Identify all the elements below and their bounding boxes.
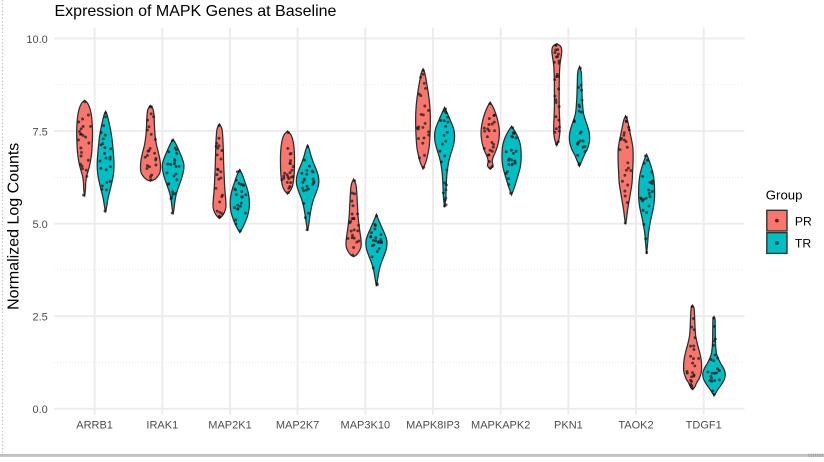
svg-text:0.0: 0.0 — [33, 404, 48, 416]
svg-text:PR: PR — [795, 214, 812, 228]
svg-text:TR: TR — [795, 237, 811, 251]
svg-text:Expression of MAPK Genes at Ba: Expression of MAPK Genes at Baseline — [55, 3, 337, 20]
svg-text:PKN1: PKN1 — [554, 420, 583, 432]
svg-text:MAPKAPK2: MAPKAPK2 — [471, 420, 530, 432]
svg-text:Normalized Log Counts: Normalized Log Counts — [5, 143, 22, 310]
svg-text:MAP3K10: MAP3K10 — [341, 420, 391, 432]
svg-text:MAP2K7: MAP2K7 — [276, 420, 319, 432]
svg-text:IRAK1: IRAK1 — [146, 420, 178, 432]
svg-text:TAOK2: TAOK2 — [618, 420, 653, 432]
svg-text:7.5: 7.5 — [33, 126, 48, 138]
svg-text:2.5: 2.5 — [33, 312, 48, 324]
svg-text:MAPK8IP3: MAPK8IP3 — [406, 420, 460, 432]
svg-text:5.0: 5.0 — [33, 219, 48, 231]
svg-text:MAP2K1: MAP2K1 — [208, 420, 251, 432]
svg-text:TDGF1: TDGF1 — [686, 420, 722, 432]
svg-text:ARRB1: ARRB1 — [76, 420, 113, 432]
svg-text:Group: Group — [766, 188, 803, 203]
svg-text:10.0: 10.0 — [26, 34, 47, 46]
